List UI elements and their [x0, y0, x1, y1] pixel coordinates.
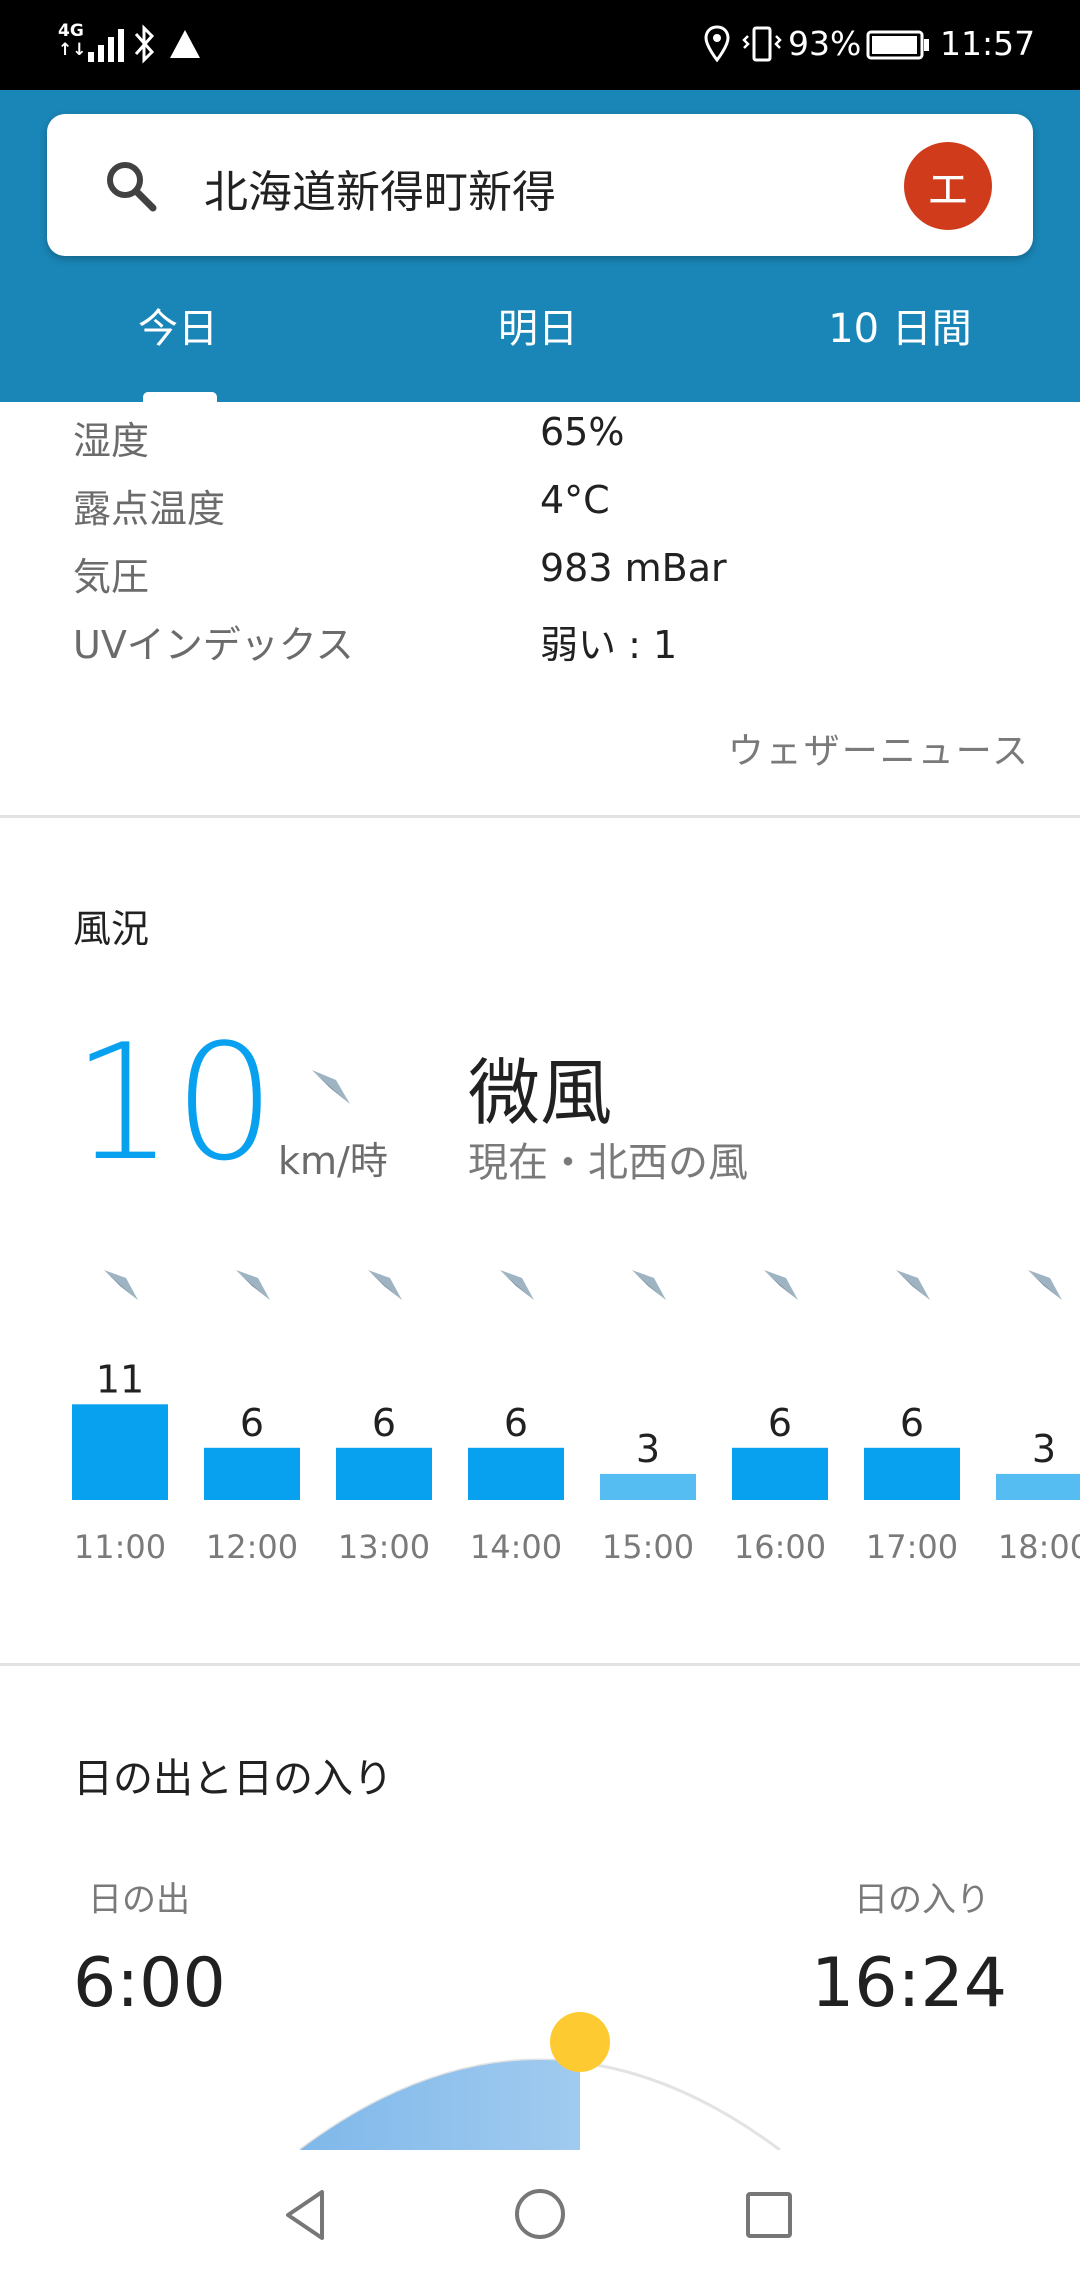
tab-today[interactable]: 今日 — [138, 306, 218, 352]
wind-direction-arrow — [764, 1270, 798, 1300]
wind-time-label: 14:00 — [470, 1528, 562, 1566]
dew-point-value: 4°C — [540, 478, 610, 522]
active-tab-indicator — [143, 392, 217, 402]
wind-bar-value: 6 — [240, 1401, 264, 1445]
nav-back-icon[interactable] — [282, 2188, 332, 2242]
divider — [0, 1663, 1080, 1666]
wind-section-title: 風況 — [73, 907, 150, 951]
wind-direction-arrow — [896, 1270, 930, 1300]
wind-time-label: 16:00 — [734, 1528, 826, 1566]
wind-time-label: 18:00 — [998, 1528, 1080, 1566]
wind-speed-unit: km/時 — [278, 1139, 388, 1183]
wind-bar-value: 6 — [372, 1401, 396, 1445]
sunrise-label: 日の出 — [88, 1880, 190, 1920]
search-bar[interactable]: 北海道新得町新得 エ — [47, 114, 1033, 256]
sun-section-title: 日の出と日の入り — [73, 1756, 393, 1802]
wind-time-label: 17:00 — [866, 1528, 958, 1566]
sunset-time: 16:24 — [811, 1944, 1007, 2023]
wind-bar-value: 6 — [768, 1401, 792, 1445]
wind-bar — [468, 1447, 564, 1500]
wind-description: 微風 — [468, 1051, 613, 1135]
wind-direction-arrow — [104, 1270, 138, 1300]
search-icon[interactable] — [103, 158, 159, 214]
wind-bar-value: 6 — [504, 1401, 528, 1445]
nav-recents-icon[interactable] — [744, 2190, 794, 2240]
battery-percent: 93% — [788, 24, 862, 63]
wind-bar — [72, 1404, 168, 1500]
wind-time-label: 11:00 — [74, 1528, 166, 1566]
wind-bar-value: 3 — [1032, 1427, 1056, 1471]
wind-bar — [600, 1473, 696, 1500]
uv-index-value: 弱い : 1 — [540, 623, 678, 667]
wind-chart: 11 11:00 6 12:00 6 13:00 6 14:00 3 15:00 6 16:00 6 17… — [72, 1270, 1080, 1566]
wind-direction-arrow — [368, 1270, 402, 1300]
status-bar: 4G ↑↓ 93% 11:57 — [0, 0, 1080, 90]
sunrise-time: 6:00 — [73, 1944, 226, 2023]
nav-home-icon[interactable] — [512, 2186, 568, 2242]
wind-direction-arrow — [500, 1270, 534, 1300]
weather-news-link[interactable]: ウェザーニュース — [727, 731, 1030, 772]
wind-time-label: 15:00 — [602, 1528, 694, 1566]
signal-icon — [88, 29, 124, 62]
network-type: 4G ↑↓ — [58, 21, 87, 60]
humidity-label: 湿度 — [73, 419, 150, 463]
tab-tomorrow[interactable]: 明日 — [498, 306, 578, 352]
account-avatar[interactable]: エ — [904, 142, 992, 230]
wind-bar-value: 6 — [900, 1401, 924, 1445]
tab-10-days[interactable]: 10 日間 — [828, 306, 972, 352]
divider — [0, 815, 1080, 818]
uv-index-label: UVインデックス — [73, 623, 354, 667]
sun-arc-graphic — [299, 2012, 781, 2150]
clock: 11:57 — [940, 24, 1036, 63]
wind-time-label: 13:00 — [338, 1528, 430, 1566]
vibrate-icon — [742, 26, 782, 62]
wind-bar — [204, 1447, 300, 1500]
wind-time-label: 12:00 — [206, 1528, 298, 1566]
pressure-label: 気圧 — [73, 555, 150, 599]
wind-direction-arrow — [632, 1270, 666, 1300]
sunset-label: 日の入り — [854, 1880, 990, 1920]
wind-bar — [732, 1447, 828, 1500]
wind-subtitle: 現在・北西の風 — [468, 1140, 748, 1186]
pressure-value: 983 mBar — [540, 546, 727, 590]
wind-bar — [996, 1473, 1080, 1500]
daylight-fill — [300, 2060, 580, 2150]
wind-bar — [336, 1447, 432, 1500]
location-icon — [704, 25, 730, 63]
search-query[interactable]: 北海道新得町新得 — [204, 167, 556, 218]
system-nav-bar — [0, 2150, 1080, 2280]
battery-icon — [866, 30, 929, 60]
humidity-value: 65% — [540, 410, 625, 454]
dew-point-label: 露点温度 — [73, 487, 226, 531]
warning-icon — [170, 30, 200, 58]
wind-speed: 10 — [72, 1009, 276, 1196]
bluetooth-icon — [134, 24, 155, 64]
wind-direction-arrow — [1028, 1270, 1062, 1300]
wind-bar-value: 11 — [96, 1357, 144, 1401]
wind-direction-icon — [312, 1070, 350, 1104]
wind-bar-value: 3 — [636, 1427, 660, 1471]
wind-direction-arrow — [236, 1270, 270, 1300]
wind-bar — [864, 1447, 960, 1500]
sun-icon — [550, 2012, 610, 2072]
